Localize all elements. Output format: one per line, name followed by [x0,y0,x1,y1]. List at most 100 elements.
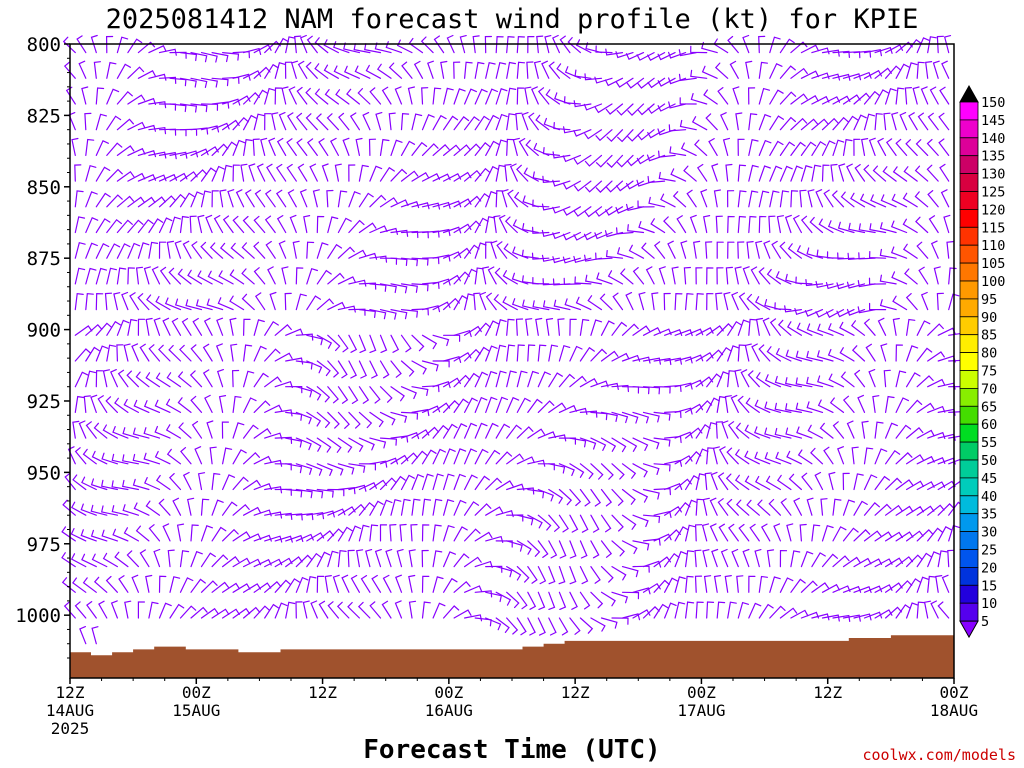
wind-barb [91,553,108,568]
wind-barb [842,73,862,81]
wind-barb [100,505,118,516]
wind-barb [811,552,826,568]
wind-barb [758,139,772,156]
wind-barb [800,94,819,105]
wind-barb [832,73,851,81]
wind-barb [506,514,524,522]
wind-barb [937,525,952,542]
wind-barb [724,575,732,593]
wind-barb [740,369,750,388]
wind-barb [920,86,929,105]
wind-barb [400,498,411,516]
wind-barb [232,607,251,619]
wind-barb [853,369,866,388]
wind-barb [853,529,871,542]
wind-barb [453,448,467,465]
wind-barb [337,305,356,313]
wind-barb [742,34,750,54]
wind-barb [795,350,813,362]
wind-barb [590,566,601,584]
wind-barb [511,298,529,311]
wind-barb [411,283,429,292]
wind-barb [155,474,171,491]
wind-barb [316,575,325,593]
wind-barb [527,591,537,610]
wind-barb [364,43,382,54]
wind-barb [197,214,205,234]
wind-barb [569,488,582,507]
wind-barb [474,61,485,79]
wind-barb [863,69,883,79]
wind-barb [338,112,350,131]
wind-barb [558,373,575,388]
colorbar-top-arrow [959,84,979,103]
wind-barb [266,163,276,182]
wind-barb [569,437,587,448]
wind-barb [779,577,794,593]
wind-barb [521,112,529,131]
wind-barb [295,512,314,521]
wind-barb [874,475,890,491]
wind-barb [668,101,687,109]
wind-barb [533,60,541,79]
wind-barb [453,144,471,156]
wind-barb [527,617,536,636]
wind-barb [443,551,456,568]
wind-barb [939,163,950,182]
wind-barb [495,566,513,578]
wind-barb [421,524,430,542]
wind-barb [735,499,750,516]
wind-barb [314,63,329,79]
wind-barb [495,423,510,439]
wind-barb [611,540,625,557]
wind-barb [863,502,880,516]
wind-barb [828,373,845,388]
wind-barb [306,334,324,346]
colorbar-label: 60 [981,417,997,433]
wind-barb [232,215,245,234]
wind-barb [472,35,480,54]
wind-barb [728,523,739,542]
wind-barb [127,147,146,156]
wind-barb [915,139,929,156]
wind-barb [106,243,121,259]
wind-barb [734,369,742,388]
wind-barb [621,566,639,578]
wind-barb [537,540,549,558]
wind-barb [306,552,322,568]
wind-barb [895,531,914,542]
wind-barb [127,196,145,208]
wind-barb [290,60,299,79]
wind-barb [785,427,802,439]
wind-barb [381,86,392,105]
wind-barb [948,293,960,311]
wind-barb [642,463,660,475]
wind-barb [769,140,784,156]
wind-barb [121,291,129,311]
wind-barb [790,190,799,208]
wind-barb [285,488,303,498]
wind-barb [400,170,419,182]
wind-barb [790,41,808,54]
wind-barb [653,603,669,619]
wind-barb [713,38,729,54]
wind-barb [316,360,331,377]
wind-barb [485,292,497,311]
wind-barb [106,344,117,362]
wind-barb [358,192,374,208]
wind-barb [211,499,224,516]
wind-barb [399,523,407,542]
wind-barb [690,45,708,54]
wind-barb [548,463,566,474]
wind-barb [559,35,571,54]
colorbar-label: 10 [981,596,997,612]
wind-barb [131,343,139,362]
wind-barb [885,504,903,516]
wind-barb [400,411,419,420]
wind-barb [637,129,655,141]
wind-barb [443,577,458,593]
wind-barb [350,574,360,593]
wind-barb [563,206,581,216]
wind-barb [716,395,727,413]
wind-barb [268,137,276,156]
